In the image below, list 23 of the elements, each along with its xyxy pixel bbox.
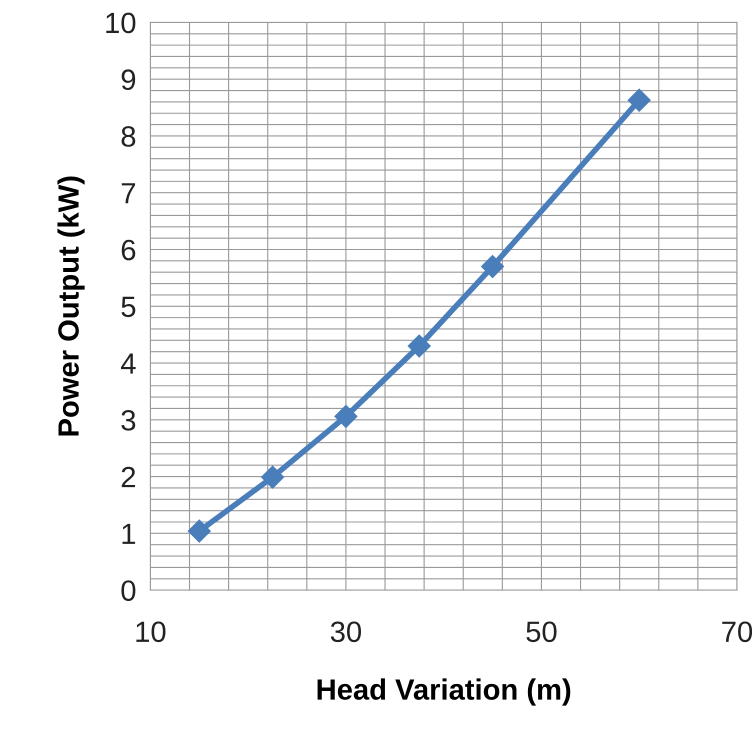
x-tick-label: 10 xyxy=(136,621,166,642)
x-tick-label: 50 xyxy=(526,621,557,642)
point xyxy=(188,520,211,543)
y-tick-label: 2 xyxy=(122,466,136,488)
x-tick-label: 30 xyxy=(330,621,361,642)
point xyxy=(628,88,651,112)
point xyxy=(408,334,431,358)
y-tick-label: 1 xyxy=(122,524,136,544)
point xyxy=(261,466,284,489)
y-tick-label: 6 xyxy=(122,240,136,260)
point xyxy=(481,255,504,278)
y-axis-title: Power Output (kW) xyxy=(57,176,85,436)
y-tick-label: 5 xyxy=(121,296,136,318)
x-tick-label: 70 xyxy=(722,621,752,642)
y-tick-label: 10 xyxy=(106,12,136,34)
y-tick-label: 7 xyxy=(122,183,136,204)
y-tick-label: 8 xyxy=(122,126,136,147)
y-tick-label: 9 xyxy=(122,69,136,90)
x-axis-title: Head Variation (m) xyxy=(318,678,570,706)
point xyxy=(334,404,358,428)
y-tick-label: 0 xyxy=(121,580,136,601)
y-tick-label: 4 xyxy=(120,354,136,374)
y-tick-label: 3 xyxy=(121,410,136,431)
